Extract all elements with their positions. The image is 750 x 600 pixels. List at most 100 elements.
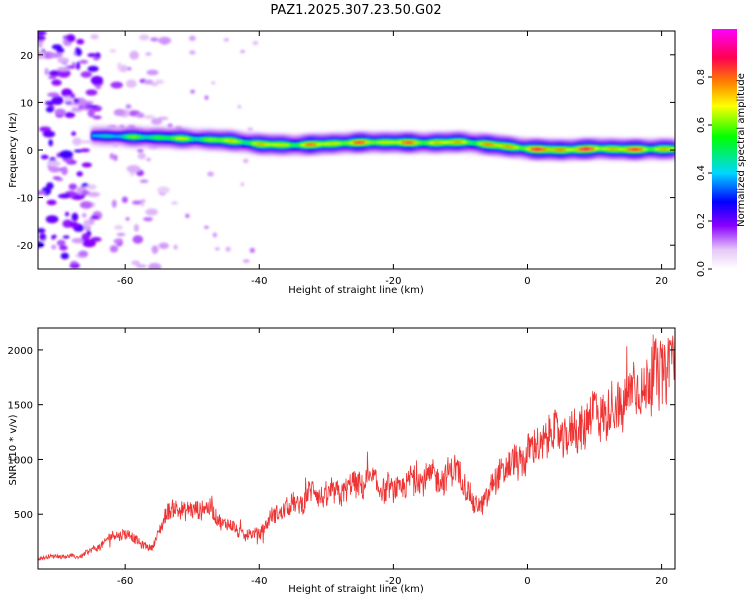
spectrogram-cell [433,141,439,145]
spectrogram-cell [337,142,342,145]
spectrogram-cell [111,199,117,208]
spectrogram-cell [208,138,214,142]
spectrogram-cell [377,141,382,144]
spectrogram-cell [38,31,47,36]
y-tick-label: 10 [20,98,33,109]
spectrogram-cell [156,136,161,139]
spectrogram-cell [276,143,282,147]
spectrogram-cell [48,139,53,147]
spectrogram-cell [87,191,101,197]
spectrogram-cell [155,79,165,85]
spectrogram-cell [240,182,244,187]
spectrogram-cell [126,165,141,173]
spectrogram-cell [64,95,72,102]
spectrogram-cell [145,208,158,216]
spectrogram-cell [73,98,80,104]
spectrogram-cell [129,171,135,177]
spectrogram-cell [188,35,196,41]
spectrogram-cell [69,221,79,229]
spectrogram-cell [534,147,539,151]
spectrogram-cell [71,131,77,137]
spectrogram-cell [64,211,70,217]
spectrogram-cell [578,147,584,151]
spectrogram-cell [485,143,491,146]
spectrogram-cell [45,215,59,224]
spectrogram-cell [52,234,57,239]
spectrogram-cell [357,141,362,144]
spectrogram-cell [143,135,149,139]
spectrogram-cell [140,199,146,203]
spectrogram-cell [204,138,209,141]
spectrogram-cell [172,136,177,140]
spectrogram-cell [83,219,90,229]
spectrogram-cell [522,147,527,150]
spectrogram-cell [196,137,201,141]
spectrogram-cell [429,141,435,145]
spectrogram-cell [132,235,144,244]
spectrogram-cell [304,143,310,147]
spectrogram-cell [666,147,672,151]
spectrogram-cell [598,147,604,151]
spectrogram-cell [133,224,139,232]
y-tick-label: 1500 [8,401,33,412]
spectrogram-cell [173,244,178,250]
colorbar-tick-label: 0.6 [696,117,707,133]
spectrogram-cell [211,81,216,85]
spectrogram-cell [109,153,115,160]
spectrogram-cell [135,264,147,268]
spectrogram-cell [79,59,89,64]
spectrogram-cell [76,38,85,45]
spectrogram-cell [78,250,89,258]
spectrogram-cell [57,69,71,78]
spectrogram-cell [40,154,49,160]
spectrogram-cell [139,179,149,183]
spectrogram-cell [62,235,70,239]
spectrogram-cell [117,62,122,71]
spectrogram-cell [113,238,122,244]
spectrogram-cell [349,141,354,145]
spectrogram-ridge [91,125,675,161]
spectrogram-cell [237,104,242,109]
x-tick-label: -40 [251,276,267,287]
spectrogram-cell [137,152,146,160]
spectrogram-cell [413,141,419,145]
spectrogram-cell [46,160,61,167]
spectrogram-cell [341,141,346,145]
spectrogram-cell [389,141,395,144]
spectrogram-cell [180,137,185,140]
spectrogram-cell [143,114,155,120]
spectrogram-cell [56,239,66,247]
spectrogram-cell [80,71,92,78]
x-tick-label: 20 [655,576,668,587]
spectrogram-cell [167,123,173,129]
spectrogram-cell [150,82,158,87]
spectrogram-cell [518,146,523,150]
snr-x-label: Height of straight line (km) [288,584,424,595]
spectrogram-cell [506,145,511,148]
spectrogram-cell [445,140,451,144]
spectrogram-cell [530,147,535,151]
spectrogram-cell [125,217,130,221]
spectrogram-cell [300,143,306,147]
spectrogram-cell [590,147,596,151]
spectrogram-cell [397,141,403,144]
spectrogram-cell [57,193,72,199]
spectrogram-cell [385,141,391,144]
spectrogram-cell [622,148,628,151]
spectrogram-cell [248,141,254,145]
x-tick-label: -20 [385,276,401,287]
spectrogram-cell [223,38,230,42]
spectrogram-cell [249,247,255,253]
spectrogram-cell [79,140,92,144]
x-tick-label: -20 [385,576,401,587]
spectrogram-cell [90,34,99,40]
spectrogram-cell [465,141,471,144]
spectrogram-cell [81,183,89,187]
spectrogram-cell [145,52,152,56]
spectrogram-cell [151,117,163,125]
spectrogram-cell [650,147,656,151]
spectrogram-cell [550,148,555,152]
spectrogram-cell [284,143,290,147]
spectrogram-cell [457,140,463,144]
colorbar-ticks: 0.0 0.2 0.4 0.6 0.8 [696,69,712,277]
